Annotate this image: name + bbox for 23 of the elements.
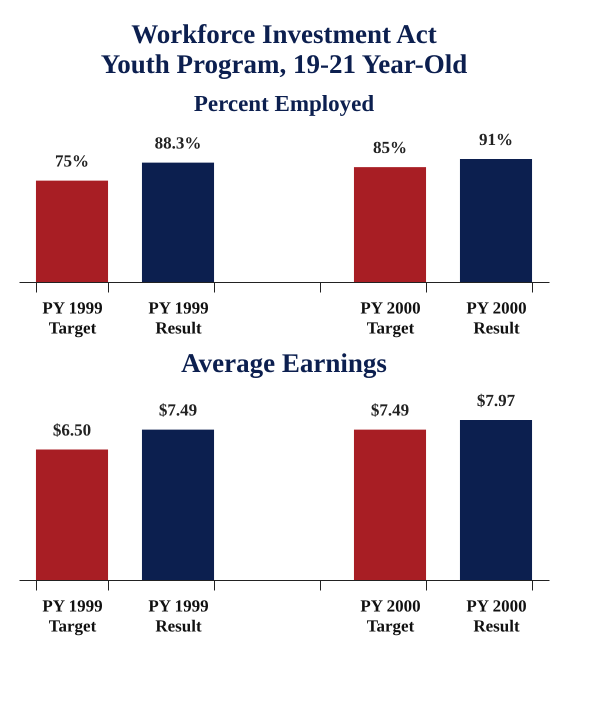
chart-title: Average Earnings (181, 348, 387, 378)
x-tick-label: PY 2000 Target (360, 298, 421, 338)
data-label: $7.49 (370, 400, 410, 420)
bar (142, 162, 214, 282)
x-tick-label: PY 1999 Target (42, 596, 103, 636)
data-label: $7.97 (476, 391, 516, 410)
bar (354, 167, 426, 282)
data-label: $7.49 (158, 400, 198, 420)
x-tick-label: PY 1999 Result (148, 596, 209, 636)
chart-subtitle: Percent Employed (194, 91, 374, 116)
x-tick-label: PY 1999 Target (42, 298, 103, 338)
x-tick-label: PY 1999 Result (148, 298, 209, 338)
data-label: $6.50 (52, 420, 92, 440)
bar (36, 180, 108, 282)
bar (460, 159, 532, 282)
chart-title: Workforce Investment Act Youth Program, 19-21 Year-Old (100, 19, 468, 79)
data-label: 88.3% (154, 134, 202, 153)
x-tick-label: PY 2000 Result (466, 596, 527, 636)
x-tick-label: PY 2000 Result (466, 298, 527, 338)
data-label: 85% (373, 138, 407, 158)
x-tick-label: PY 2000 Target (360, 596, 421, 636)
data-label: 75% (55, 152, 89, 171)
data-label: 91% (479, 130, 513, 149)
